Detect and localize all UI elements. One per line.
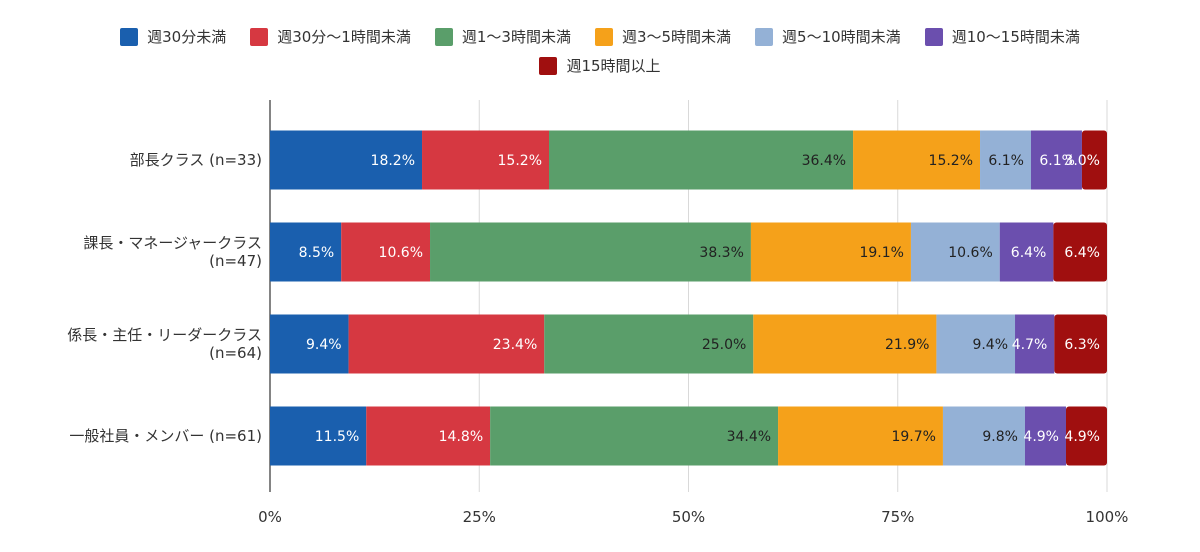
bar-segment <box>753 314 937 374</box>
data-label: 25.0% <box>702 337 746 353</box>
bar-segment <box>999 222 1054 282</box>
bar-segment <box>1053 222 1107 282</box>
bar-row: 9.4% 23.4% 25.0% 21.9% 9.4% 4.7% 6.3% <box>270 314 1107 374</box>
bar-segment <box>1065 406 1107 466</box>
legend-item-7: 週15時間以上 <box>539 55 661 76</box>
bar-row: 18.2% 15.2% 36.4% 15.2% 6.1% 6.1%3.0% <box>270 130 1107 190</box>
data-label: 6.4% <box>1011 245 1047 261</box>
legend-label-3: 週1〜3時間未満 <box>461 28 571 46</box>
data-label: 6.3% <box>1064 337 1100 353</box>
legend-row-1: 週30分未満 週30分〜1時間未満 週1〜3時間未満 週3〜5時間未満 週5〜1… <box>0 22 1200 51</box>
bar-segment <box>348 314 545 374</box>
bar-segment <box>549 130 854 190</box>
legend-item-1: 週30分未満 <box>120 26 226 47</box>
data-label: 4.9% <box>1023 429 1059 445</box>
data-label: 6.1% <box>988 153 1024 169</box>
legend-row-2: 週15時間以上 <box>0 51 1200 80</box>
data-label: 6.4% <box>1064 245 1100 261</box>
legend-label-4: 週3〜5時間未満 <box>621 28 732 46</box>
bar-segment <box>422 130 549 190</box>
bar-segment <box>270 222 342 282</box>
data-label: 15.2% <box>498 153 542 169</box>
data-label: 8.5% <box>299 245 335 261</box>
legend-label-2: 週30分〜1時間未満 <box>277 28 411 46</box>
legend-swatch-6 <box>924 27 943 46</box>
legend: 週30分未満 週30分〜1時間未満 週1〜3時間未満 週3〜5時間未満 週5〜1… <box>0 22 1200 80</box>
category-labels: 部長クラス (n=33) 課長・マネージャークラス(n=47) 係長・主任・リーダー… <box>67 151 262 445</box>
bar-segment <box>341 222 431 282</box>
legend-swatch-7 <box>539 56 558 75</box>
legend-item-3: 週1〜3時間未満 <box>434 26 571 47</box>
bars: 18.2% 15.2% 36.4% 15.2% 6.1% 6.1%3.0%8.5% 10.6… <box>270 130 1107 466</box>
data-label: 19.1% <box>859 245 903 261</box>
legend-item-6: 週10〜15時間未満 <box>924 26 1080 47</box>
x-tick-label: 0% <box>258 508 282 526</box>
data-label: 11.5% <box>315 429 359 445</box>
data-label: 18.2% <box>371 153 415 169</box>
category-label: 一般社員・メンバー (n=61) <box>69 427 262 445</box>
data-label: 9.4% <box>972 337 1008 353</box>
bar-segment <box>853 130 981 190</box>
data-label: 3.0% <box>1064 153 1100 169</box>
bar-segment <box>778 406 943 466</box>
legend-label-5: 週5〜10時間未満 <box>782 28 901 46</box>
bar-segment <box>936 314 1016 374</box>
legend-item-5: 週5〜10時間未満 <box>755 26 901 47</box>
data-label: 14.8% <box>439 429 483 445</box>
data-label: 9.4% <box>306 337 342 353</box>
bar-row: 8.5% 10.6% 38.3% 19.1% 10.6% 6.4% 6.4% <box>270 222 1107 282</box>
data-label: 4.7% <box>1012 337 1048 353</box>
x-tick-label: 100% <box>1086 508 1129 526</box>
legend-swatch-1 <box>120 27 139 46</box>
x-tick-label: 75% <box>881 508 914 526</box>
data-label: 23.4% <box>493 337 537 353</box>
bar-segment <box>270 314 349 374</box>
x-axis-ticks: 0% 25% 50% 75% 100% <box>258 508 1128 526</box>
data-label: 19.7% <box>891 429 935 445</box>
legend-swatch-2 <box>250 27 269 46</box>
data-label: 10.6% <box>379 245 423 261</box>
bar-segment <box>750 222 911 282</box>
legend-item-2: 週30分〜1時間未満 <box>250 26 411 47</box>
bar-segment <box>366 406 491 466</box>
legend-swatch-5 <box>755 27 774 46</box>
bar-segment <box>1015 314 1055 374</box>
data-label: 10.6% <box>948 245 992 261</box>
bar-segment <box>1081 130 1107 190</box>
category-label: 課長・マネージャークラス <box>83 234 262 252</box>
legend-item-4: 週3〜5時間未満 <box>594 26 732 47</box>
data-label: 21.9% <box>885 337 929 353</box>
category-label: 係長・主任・リーダークラス <box>67 326 262 344</box>
bar-segment <box>544 314 754 374</box>
x-tick-label: 25% <box>463 508 496 526</box>
bar-segment <box>490 406 779 466</box>
legend-label-1: 週30分未満 <box>147 28 227 46</box>
data-label: 4.9% <box>1064 429 1100 445</box>
data-label: 38.3% <box>699 245 743 261</box>
x-tick-label: 50% <box>672 508 705 526</box>
category-label: (n=64) <box>209 344 262 362</box>
data-label: 36.4% <box>802 153 846 169</box>
data-label: 9.8% <box>982 429 1018 445</box>
bar-segment <box>270 130 423 190</box>
bar-segment <box>910 222 1000 282</box>
bar-segment <box>1024 406 1066 466</box>
data-label: 6.1% <box>1039 153 1075 169</box>
bar-segment <box>1054 314 1107 374</box>
legend-label-7: 週15時間以上 <box>566 57 661 75</box>
data-label: 15.2% <box>929 153 973 169</box>
data-label: 34.4% <box>727 429 771 445</box>
bar-row: 11.5% 14.8% 34.4% 19.7% 9.8% 4.9% 4.9% <box>270 406 1107 466</box>
legend-label-6: 週10〜15時間未満 <box>951 28 1080 46</box>
bar-segment <box>270 406 367 466</box>
bar-segment <box>430 222 751 282</box>
bar-segment <box>942 406 1025 466</box>
legend-swatch-4 <box>594 27 613 46</box>
legend-swatch-3 <box>434 27 453 46</box>
category-label: (n=47) <box>209 252 262 270</box>
bar-segment <box>1030 130 1082 190</box>
category-label: 部長クラス (n=33) <box>130 151 262 169</box>
bar-segment <box>980 130 1031 190</box>
